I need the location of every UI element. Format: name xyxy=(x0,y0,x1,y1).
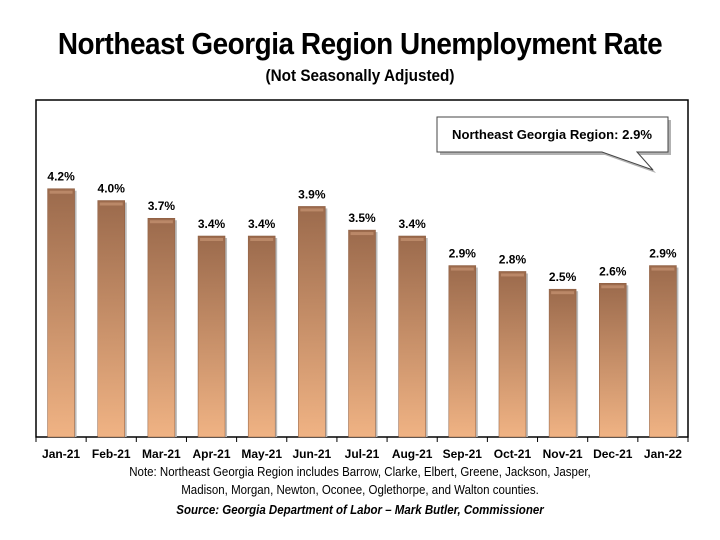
bar-bevel xyxy=(149,220,173,224)
bar xyxy=(548,288,577,438)
data-label: 4.0% xyxy=(98,182,126,196)
chart-subtitle: (Not Seasonally Adjusted) xyxy=(265,66,455,85)
bar-bevel xyxy=(500,273,524,277)
note-line-2: Madison, Morgan, Newton, Oconee, Ogletho… xyxy=(181,483,539,497)
x-tick-label: Nov-21 xyxy=(543,447,583,461)
callout-text: Northeast Georgia Region: 2.9% xyxy=(452,127,652,142)
bar xyxy=(348,229,376,438)
x-tick-label: Jul-21 xyxy=(345,447,380,461)
data-label: 2.9% xyxy=(449,247,477,261)
data-label: 2.5% xyxy=(549,270,577,284)
x-tick-label: Aug-21 xyxy=(392,447,433,461)
x-tick-label: May-21 xyxy=(241,447,282,461)
callout: Northeast Georgia Region: 2.9% xyxy=(436,116,671,173)
bar xyxy=(197,235,226,438)
bar xyxy=(147,217,176,438)
data-label: 3.4% xyxy=(248,217,276,231)
bar xyxy=(599,283,627,438)
bar xyxy=(47,188,75,438)
data-label: 3.5% xyxy=(348,211,376,225)
bar xyxy=(247,235,276,438)
data-label: 4.2% xyxy=(47,170,75,184)
bar-bevel xyxy=(551,291,575,295)
data-label: 2.9% xyxy=(649,247,677,261)
x-tick-label: Jun-21 xyxy=(293,447,332,461)
bar-bevel xyxy=(450,267,474,271)
data-label: 3.7% xyxy=(148,199,176,213)
bar xyxy=(498,271,527,438)
data-label: 3.4% xyxy=(398,217,426,231)
x-tick-label: Jan-21 xyxy=(42,447,80,461)
x-tick-label: Feb-21 xyxy=(92,447,131,461)
bar-bevel xyxy=(400,237,424,241)
bar xyxy=(448,265,477,438)
x-tick-label: Mar-21 xyxy=(142,447,181,461)
bar-bevel xyxy=(250,237,274,241)
data-label: 3.4% xyxy=(198,217,226,231)
x-tick-label: Jan-22 xyxy=(644,447,682,461)
bar xyxy=(649,265,677,438)
x-tick-label: Sep-21 xyxy=(443,447,483,461)
x-tick-label: Dec-21 xyxy=(593,447,633,461)
bar xyxy=(298,206,326,438)
source-text: Source: Georgia Department of Labor – Ma… xyxy=(176,503,544,517)
bar xyxy=(398,235,426,438)
bar-bevel xyxy=(200,237,224,241)
x-tick-label: Apr-21 xyxy=(193,447,231,461)
chart-title: Northeast Georgia Region Unemployment Ra… xyxy=(57,26,663,61)
bar-bevel xyxy=(601,285,625,289)
bar-bevel xyxy=(350,232,374,236)
x-tick-label: Oct-21 xyxy=(494,447,532,461)
callout-box xyxy=(436,116,669,171)
bar-bevel xyxy=(651,267,675,271)
bar-bevel xyxy=(99,202,123,206)
data-label: 2.6% xyxy=(599,264,627,278)
data-label: 3.9% xyxy=(298,187,326,201)
note-line-1: Note: Northeast Georgia Region includes … xyxy=(129,465,591,479)
data-label: 2.8% xyxy=(499,252,527,266)
bar xyxy=(97,200,125,438)
bar-bevel xyxy=(49,190,73,194)
bar-bevel xyxy=(300,208,324,212)
